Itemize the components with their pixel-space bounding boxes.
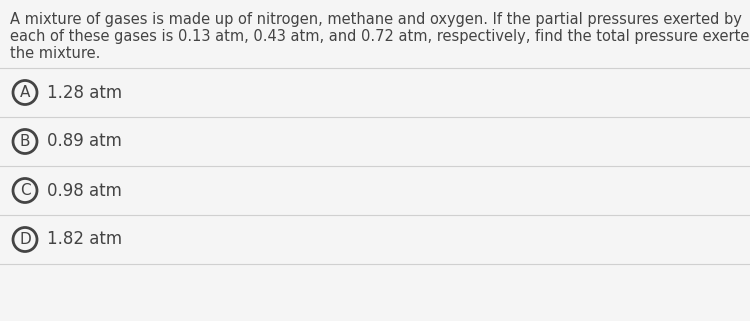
Text: A mixture of gases is made up of nitrogen, methane and oxygen. If the partial pr: A mixture of gases is made up of nitroge…	[10, 12, 742, 27]
Text: each of these gases is 0.13 atm, 0.43 atm, and 0.72 atm, respectively, find the : each of these gases is 0.13 atm, 0.43 at…	[10, 29, 750, 44]
Text: 1.28 atm: 1.28 atm	[47, 83, 122, 101]
Text: 1.82 atm: 1.82 atm	[47, 230, 122, 248]
Bar	[0, 215, 750, 264]
Bar	[0, 68, 750, 117]
Text: 0.98 atm: 0.98 atm	[47, 181, 122, 199]
Text: D: D	[20, 232, 31, 247]
Text: the mixture.: the mixture.	[10, 46, 101, 61]
Text: B: B	[20, 134, 30, 149]
Bar	[0, 166, 750, 215]
Text: 0.89 atm: 0.89 atm	[47, 133, 122, 151]
Bar	[0, 117, 750, 166]
Text: C: C	[20, 183, 30, 198]
Text: A: A	[20, 85, 30, 100]
